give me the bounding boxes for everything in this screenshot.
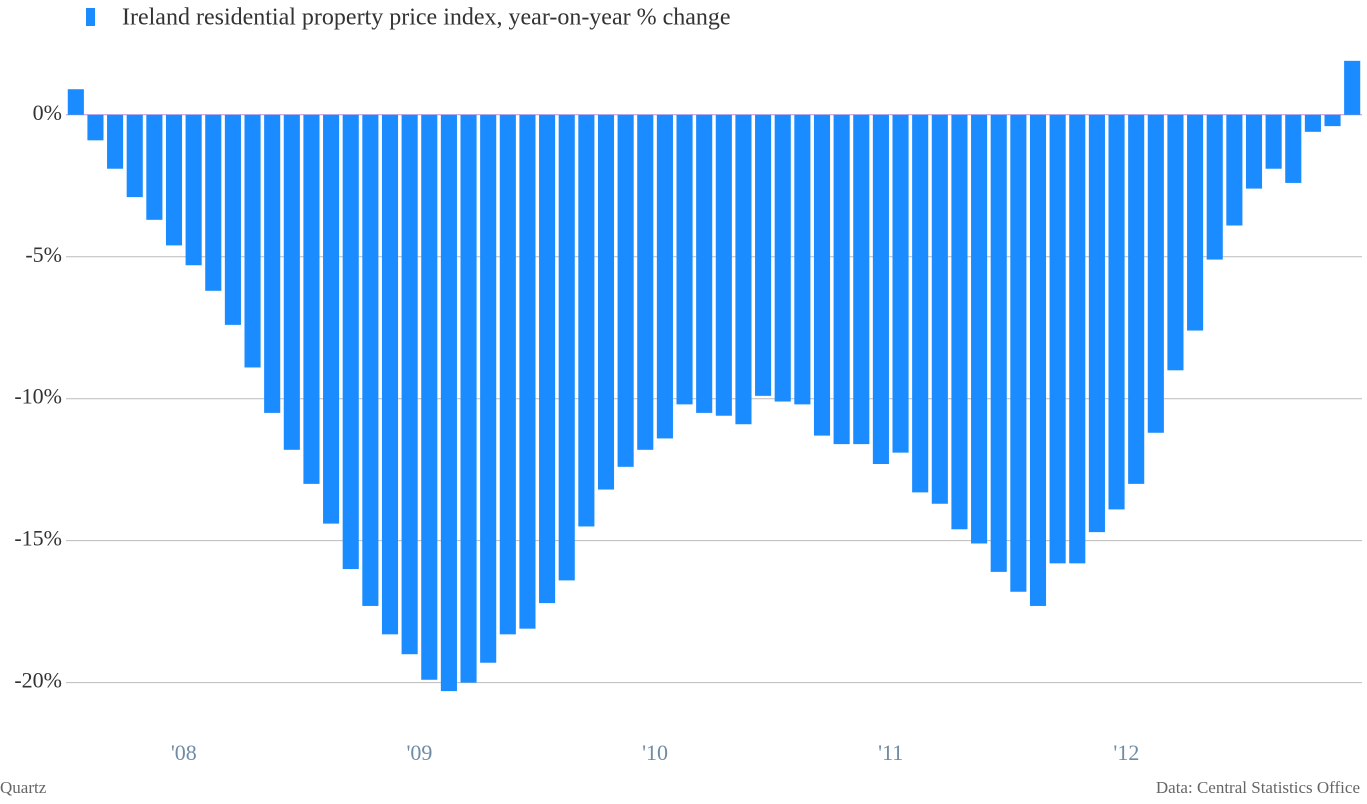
bar [696,114,713,413]
bar [990,114,1007,572]
branding: Quartz [0,778,47,797]
bar [87,114,104,141]
bar [715,114,732,416]
bar [126,114,143,198]
bar [1304,114,1321,132]
y-tick-label: -20% [14,668,62,693]
bar [440,114,457,692]
bar [67,89,84,115]
bar [1128,114,1145,484]
bar [1108,114,1125,510]
bar [1265,114,1282,169]
x-tick-label: '09 [406,740,432,765]
bar [656,114,673,439]
bar [1069,114,1086,564]
bar [912,114,929,493]
bar [1167,114,1184,371]
bar [676,114,693,405]
bar [205,114,222,291]
bar [774,114,791,402]
bar [853,114,870,445]
bar [460,114,477,683]
bar [165,114,183,246]
bar [480,114,497,663]
bar [264,114,281,413]
bar [597,114,615,490]
bar [1324,114,1341,127]
bar [735,114,752,425]
bar [146,114,163,220]
y-tick-label: 0% [33,100,62,125]
bar [833,114,850,445]
bar [1029,114,1047,606]
bar [539,114,556,604]
bar [1187,114,1204,331]
bar [1147,114,1164,433]
bar [931,114,948,504]
y-tick-label: -10% [14,384,62,409]
bar [1344,60,1361,115]
bar [617,114,634,467]
x-tick-label: '12 [1113,740,1139,765]
legend-swatch [86,8,95,26]
bar [244,114,261,368]
bar [185,114,202,266]
y-tick-label: -15% [14,526,62,551]
bar [381,114,399,635]
bar [892,114,909,453]
bar [1088,114,1105,533]
bar [637,114,654,450]
bar [951,114,968,530]
bar [1010,114,1027,592]
bar [519,114,536,629]
bar [323,114,340,524]
bar [342,114,359,570]
bar [224,114,241,325]
bar [401,114,418,655]
bar [362,114,379,606]
x-tick-label: '11 [878,740,903,765]
bar [1245,114,1263,189]
bar [283,114,300,450]
chart-title: Ireland residential property price index… [122,5,731,31]
bar [794,114,811,405]
bar [971,114,988,544]
bar [558,114,575,581]
source: Data: Central Statistics Office [1156,778,1360,797]
bar [813,114,831,436]
bar [1285,114,1302,183]
bar [499,114,516,635]
bar [107,114,124,169]
bar [421,114,438,680]
y-tick-label: -5% [25,242,62,267]
bar [1049,114,1066,564]
bar [872,114,889,464]
bar [303,114,320,484]
x-tick-label: '08 [171,740,197,765]
bar [1206,114,1223,260]
bar [578,114,595,527]
bar [755,114,772,396]
x-tick-label: '10 [642,740,668,765]
bar [1226,114,1243,226]
